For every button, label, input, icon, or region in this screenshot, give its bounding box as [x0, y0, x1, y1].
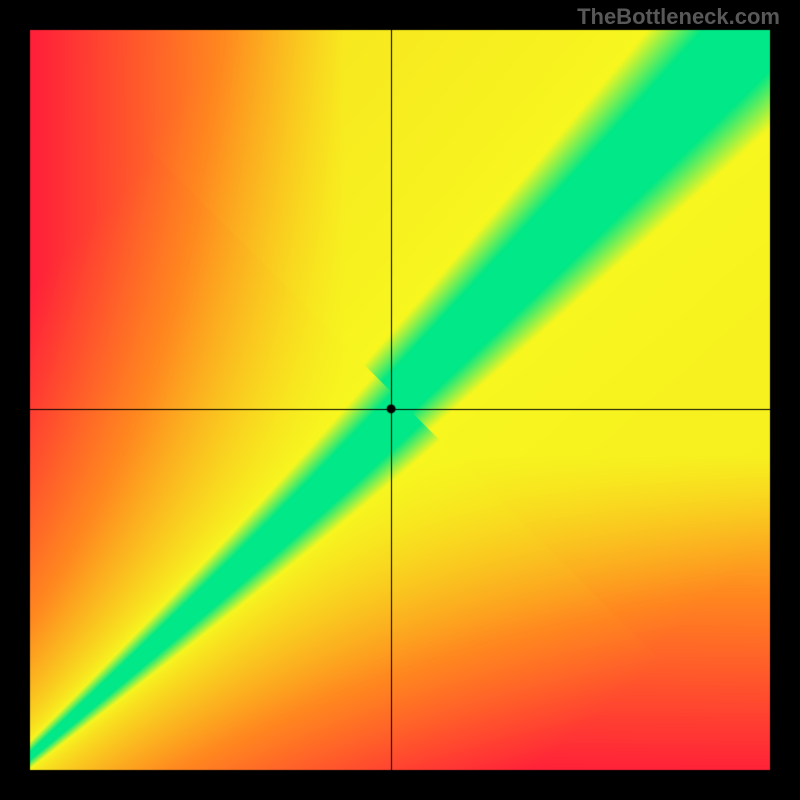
chart-container: TheBottleneck.com: [0, 0, 800, 800]
bottleneck-heatmap: [0, 0, 800, 800]
watermark-text: TheBottleneck.com: [577, 4, 780, 30]
